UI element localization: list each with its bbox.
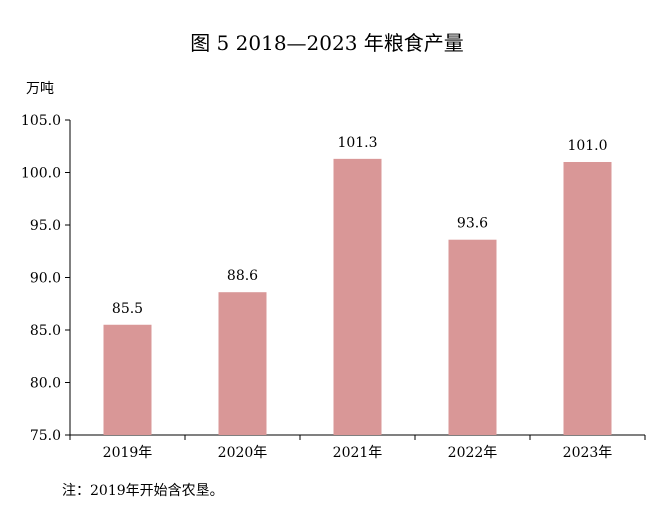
y-tick-label: 75.0 <box>30 428 61 444</box>
bar <box>563 162 612 435</box>
bar-value-label: 93.6 <box>457 216 488 232</box>
bar-value-label: 101.3 <box>337 135 377 151</box>
x-category-label: 2022年 <box>448 445 498 461</box>
bar-value-label: 85.5 <box>112 301 143 317</box>
bar-value-label: 101.0 <box>567 138 607 154</box>
bar <box>333 158 382 435</box>
y-tick-label: 105.0 <box>21 113 61 129</box>
bar <box>103 324 152 435</box>
bar <box>218 292 267 435</box>
x-category-label: 2019年 <box>103 445 153 461</box>
y-tick-label: 80.0 <box>30 376 61 392</box>
y-tick-label: 100.0 <box>21 166 61 182</box>
chart-title: 图 5 2018—2023 年粮食产量 <box>190 31 464 55</box>
y-tick-label: 90.0 <box>30 271 61 287</box>
x-category-label: 2023年 <box>563 445 613 461</box>
bar <box>448 239 497 435</box>
y-axis-unit: 万吨 <box>26 81 54 97</box>
y-tick-label: 95.0 <box>30 218 61 234</box>
x-category-label: 2020年 <box>218 445 268 461</box>
plot-area: 75.0 80.0 85.0 90.0 95.0 100.0 105.0 85.5 2019年 8… <box>21 113 646 461</box>
chart-note: 注：2019年开始含农垦。 <box>62 483 224 499</box>
y-tick-label: 85.0 <box>30 323 61 339</box>
bar-value-label: 88.6 <box>227 268 258 284</box>
x-category-label: 2021年 <box>333 445 383 461</box>
